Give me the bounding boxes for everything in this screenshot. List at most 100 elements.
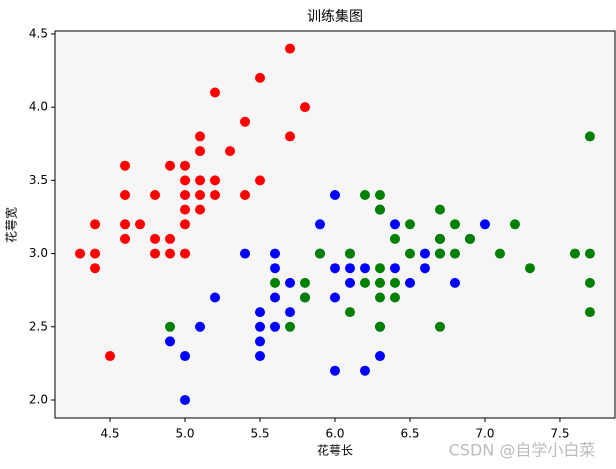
point: [270, 277, 281, 288]
point: [120, 160, 131, 171]
point: [255, 351, 266, 362]
point: [90, 263, 101, 274]
point: [374, 263, 385, 274]
point: [404, 219, 415, 230]
point: [105, 351, 116, 362]
point: [150, 233, 161, 244]
point: [359, 263, 370, 274]
point: [255, 72, 266, 83]
point: [240, 116, 251, 127]
point: [180, 219, 191, 230]
point: [150, 248, 161, 259]
point: [344, 263, 355, 274]
point: [255, 321, 266, 332]
x-tick-label: 6.0: [325, 427, 344, 441]
point: [434, 248, 445, 259]
point: [315, 219, 326, 230]
point: [195, 189, 206, 200]
point: [195, 321, 206, 332]
x-tick-label: 5.0: [175, 427, 194, 441]
point: [255, 336, 266, 347]
point: [374, 277, 385, 288]
point: [374, 204, 385, 215]
x-axis-label: 花萼长: [317, 443, 353, 458]
x-tick-label: 7.5: [550, 427, 569, 441]
point: [344, 248, 355, 259]
point: [285, 131, 296, 142]
point: [150, 189, 161, 200]
point: [509, 219, 520, 230]
point: [584, 277, 595, 288]
y-tick-label: 4.0: [29, 100, 48, 114]
point: [165, 321, 176, 332]
point: [404, 248, 415, 259]
point: [180, 351, 191, 362]
point: [180, 204, 191, 215]
point: [434, 321, 445, 332]
point: [165, 233, 176, 244]
point: [479, 219, 490, 230]
point: [374, 321, 385, 332]
point: [389, 219, 400, 230]
point: [344, 277, 355, 288]
y-tick-label: 2.5: [29, 319, 48, 333]
point: [404, 277, 415, 288]
point: [270, 263, 281, 274]
point: [584, 131, 595, 142]
point: [165, 248, 176, 259]
chart-title: 训练集图: [307, 8, 363, 25]
point: [569, 248, 580, 259]
point: [464, 233, 475, 244]
y-tick-label: 3.5: [29, 173, 48, 187]
point: [165, 160, 176, 171]
point: [255, 307, 266, 318]
point: [270, 292, 281, 303]
point: [449, 277, 460, 288]
point: [584, 307, 595, 318]
point: [389, 292, 400, 303]
point: [210, 292, 221, 303]
point: [389, 233, 400, 244]
point: [300, 292, 311, 303]
point: [300, 102, 311, 113]
point: [210, 175, 221, 186]
point: [330, 189, 340, 200]
point: [330, 365, 340, 376]
point: [180, 175, 191, 186]
point: [315, 248, 326, 259]
point: [285, 307, 296, 318]
point: [434, 204, 445, 215]
point: [449, 248, 460, 259]
point: [359, 277, 370, 288]
point: [270, 248, 281, 259]
point: [240, 189, 251, 200]
point: [120, 219, 131, 230]
point: [180, 248, 191, 259]
point: [494, 248, 505, 259]
y-tick-label: 3.0: [29, 246, 48, 260]
point: [374, 351, 385, 362]
x-tick-label: 6.5: [400, 427, 419, 441]
point: [344, 307, 355, 318]
x-tick-label: 7.0: [475, 427, 494, 441]
point: [165, 336, 176, 347]
point: [210, 189, 221, 200]
point: [449, 219, 460, 230]
point: [359, 365, 370, 376]
point: [75, 248, 86, 259]
point: [374, 189, 385, 200]
point: [389, 277, 400, 288]
point: [120, 233, 131, 244]
point: [180, 160, 191, 171]
point: [195, 146, 206, 157]
point: [180, 189, 191, 200]
point: [135, 219, 146, 230]
point: [90, 248, 101, 259]
point: [195, 175, 206, 186]
point: [374, 292, 385, 303]
point: [584, 248, 595, 259]
point: [330, 263, 340, 274]
point: [270, 321, 281, 332]
point: [255, 175, 266, 186]
